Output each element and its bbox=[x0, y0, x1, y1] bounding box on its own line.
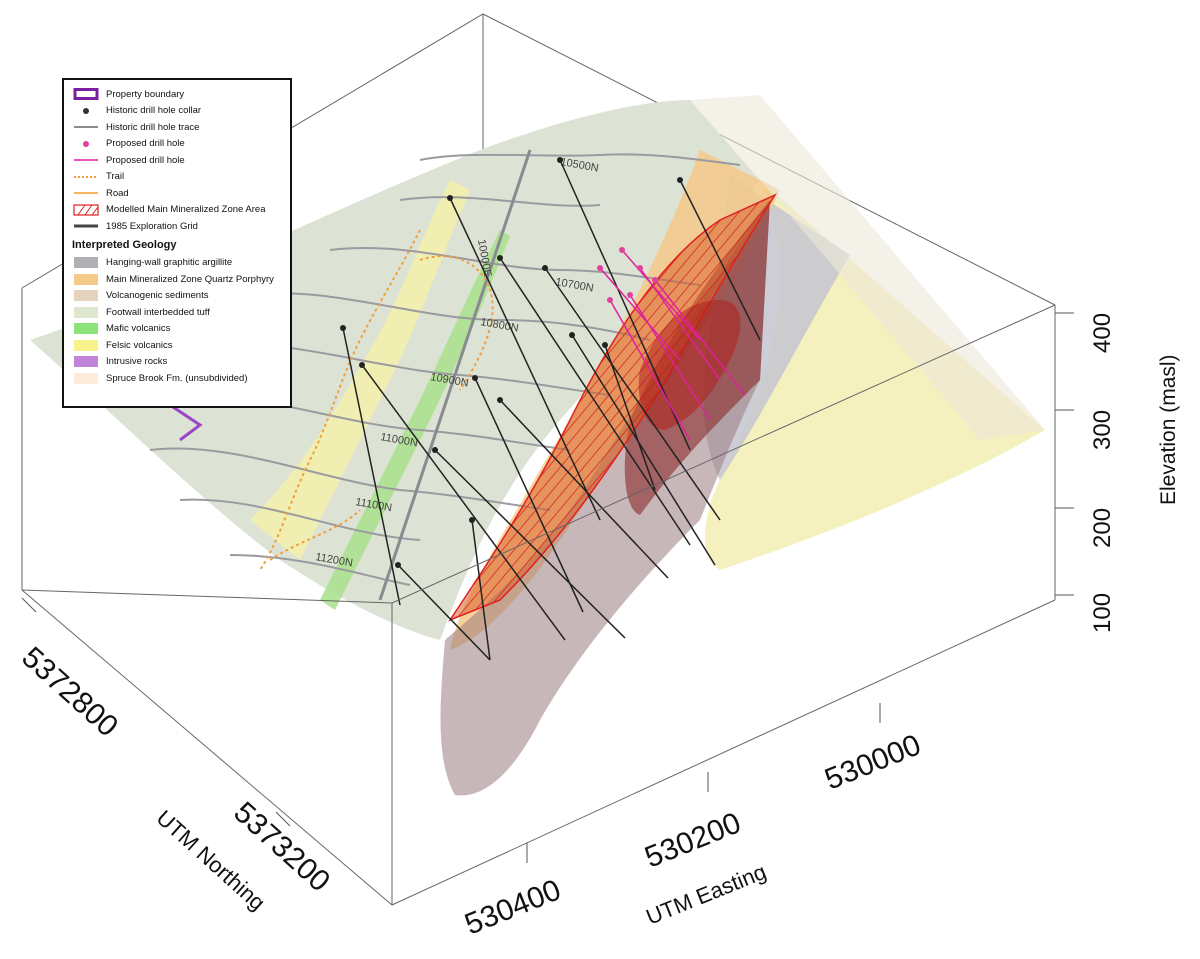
easting-tick: 530000 bbox=[820, 728, 925, 796]
geology-swatch bbox=[72, 339, 100, 351]
geology-swatch bbox=[72, 323, 100, 335]
geology-legend-label: Felsic volcanics bbox=[106, 339, 173, 351]
legend-item: Historic drill hole trace bbox=[72, 119, 284, 136]
legend-symbol-icon bbox=[72, 154, 100, 166]
legend-symbol-icon bbox=[72, 88, 100, 101]
easting-tick: 530200 bbox=[640, 806, 745, 874]
elevation-tick: 300 bbox=[1089, 410, 1116, 450]
legend-item-label: Modelled Main Mineralized Zone Area bbox=[106, 204, 266, 216]
legend-symbol-icon bbox=[72, 121, 100, 133]
spruce-brook-area bbox=[690, 95, 1045, 440]
legend-item: Proposed drill hole bbox=[72, 136, 284, 153]
legend-symbol-icon bbox=[72, 171, 100, 183]
exploration-grid bbox=[149, 149, 741, 601]
legend-item-label: Property boundary bbox=[106, 88, 185, 100]
geology-swatch bbox=[72, 257, 100, 269]
geology-legend-label: Volcanogenic sediments bbox=[106, 290, 209, 302]
box-front-frame bbox=[21, 304, 1056, 906]
legend-item: Property boundary bbox=[72, 86, 284, 103]
geology-legend-label: Hanging-wall graphitic argillite bbox=[106, 257, 233, 269]
trail-lines bbox=[259, 229, 494, 571]
legend-symbol-icon bbox=[72, 138, 100, 150]
elevation-axis-label: Elevation (masl) bbox=[1157, 354, 1180, 505]
geology-legend-label: Intrusive rocks bbox=[106, 356, 168, 368]
legend-symbol-icon bbox=[72, 204, 100, 216]
geology-swatch bbox=[72, 290, 100, 302]
historic-drill-collars bbox=[340, 157, 683, 568]
proposed-drill-holes bbox=[599, 249, 746, 441]
property-boundary bbox=[169, 403, 203, 442]
easting-tick: 530400 bbox=[460, 873, 565, 941]
legend-item-label: 1985 Exploration Grid bbox=[106, 220, 198, 232]
geology-swatch bbox=[72, 306, 100, 318]
geology-legend-label: Mafic volcanics bbox=[106, 323, 171, 335]
legend-item-label: Trail bbox=[106, 171, 125, 183]
geology-legend-label: Main Mineralized Zone Quartz Porphyry bbox=[106, 273, 274, 285]
legend-item: Historic drill hole collar bbox=[72, 103, 284, 120]
geology-legend-item: Hanging-wall graphitic argillite bbox=[72, 255, 284, 272]
geology-legend-item: Felsic volcanics bbox=[72, 337, 284, 354]
legend-item-label: Proposed drill hole bbox=[106, 138, 185, 150]
legend-item-label: Historic drill hole trace bbox=[106, 121, 200, 133]
easting-axis bbox=[526, 703, 881, 863]
legend-item: Modelled Main Mineralized Zone Area bbox=[72, 202, 284, 219]
mafic-volcanics-band bbox=[320, 230, 510, 610]
footwall-tuff-area bbox=[30, 100, 760, 640]
modelled-zone-hatch bbox=[448, 193, 777, 622]
northing-tick: 5372800 bbox=[15, 641, 124, 744]
geology-legend-item: Main Mineralized Zone Quartz Porphyry bbox=[72, 271, 284, 288]
geology-swatch bbox=[72, 356, 100, 368]
legend-items: Property boundary Historic drill hole col… bbox=[72, 86, 284, 235]
geology-legend-label: Spruce Brook Fm. (unsubdivided) bbox=[106, 372, 248, 384]
legend-symbol-icon bbox=[72, 220, 100, 232]
geology-legend-title: Interpreted Geology bbox=[72, 238, 177, 251]
geology-swatch bbox=[72, 273, 100, 285]
map-legend: Property boundary Historic drill hole col… bbox=[62, 78, 292, 408]
legend-item-label: Road bbox=[106, 187, 129, 199]
felsic-volcanics-band-west bbox=[250, 180, 470, 560]
legend-item: Road bbox=[72, 185, 284, 202]
geology-legend-item: Footwall interbedded tuff bbox=[72, 304, 284, 321]
elevation-tick: 100 bbox=[1089, 593, 1116, 633]
zone-core-dark bbox=[638, 300, 741, 430]
geology-legend-item: Mafic volcanics bbox=[72, 321, 284, 338]
elevation-axis bbox=[1055, 312, 1074, 596]
legend-item: Trail bbox=[72, 169, 284, 186]
geology-legend-item: Intrusive rocks bbox=[72, 354, 284, 371]
legend-symbol-icon bbox=[72, 187, 100, 199]
legend-symbol-icon bbox=[72, 105, 100, 117]
geology-legend-label: Footwall interbedded tuff bbox=[106, 306, 210, 318]
legend-item-label: Historic drill hole collar bbox=[106, 105, 202, 117]
elevation-tick: 200 bbox=[1089, 508, 1116, 548]
legend-item: 1985 Exploration Grid bbox=[72, 218, 284, 235]
geology-legend-item: Volcanogenic sediments bbox=[72, 288, 284, 305]
proposed-drill-collars bbox=[597, 247, 658, 303]
geology-swatch bbox=[72, 372, 100, 384]
elevation-tick: 400 bbox=[1089, 313, 1116, 353]
legend-item: Proposed drill hole bbox=[72, 152, 284, 169]
geology-legend-item: Spruce Brook Fm. (unsubdivided) bbox=[72, 370, 284, 387]
legend-item-label: Proposed drill hole bbox=[106, 154, 185, 166]
northing-axis bbox=[21, 597, 291, 827]
legend-geology: Hanging-wall graphitic argillite Main Min… bbox=[72, 255, 284, 387]
